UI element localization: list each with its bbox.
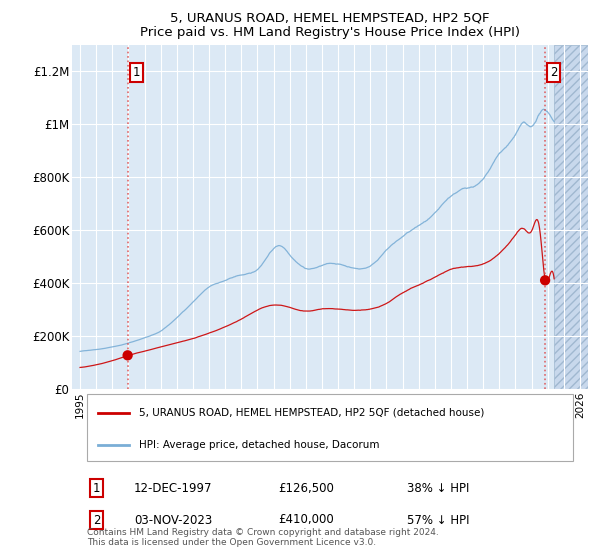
- Text: 2: 2: [92, 514, 100, 526]
- Bar: [554, 45, 588, 389]
- Title: 5, URANUS ROAD, HEMEL HEMPSTEAD, HP2 5QF
Price paid vs. HM Land Registry's House: 5, URANUS ROAD, HEMEL HEMPSTEAD, HP2 5QF…: [140, 11, 520, 39]
- Text: £410,000: £410,000: [278, 514, 334, 526]
- Text: 03-NOV-2023: 03-NOV-2023: [134, 514, 212, 526]
- Text: 12-DEC-1997: 12-DEC-1997: [134, 482, 212, 494]
- Text: HPI: Average price, detached house, Dacorum: HPI: Average price, detached house, Daco…: [139, 440, 380, 450]
- Bar: [72, 45, 554, 389]
- FancyBboxPatch shape: [88, 394, 572, 461]
- Text: 1: 1: [133, 66, 140, 79]
- Text: 5, URANUS ROAD, HEMEL HEMPSTEAD, HP2 5QF (detached house): 5, URANUS ROAD, HEMEL HEMPSTEAD, HP2 5QF…: [139, 408, 484, 418]
- Point: [541, 276, 550, 285]
- Point: [123, 351, 133, 360]
- Text: 38% ↓ HPI: 38% ↓ HPI: [407, 482, 470, 494]
- Text: 1: 1: [92, 482, 100, 494]
- Text: 2: 2: [550, 66, 557, 79]
- Text: Contains HM Land Registry data © Crown copyright and database right 2024.
This d: Contains HM Land Registry data © Crown c…: [88, 528, 439, 547]
- Text: £126,500: £126,500: [278, 482, 334, 494]
- Text: 57% ↓ HPI: 57% ↓ HPI: [407, 514, 470, 526]
